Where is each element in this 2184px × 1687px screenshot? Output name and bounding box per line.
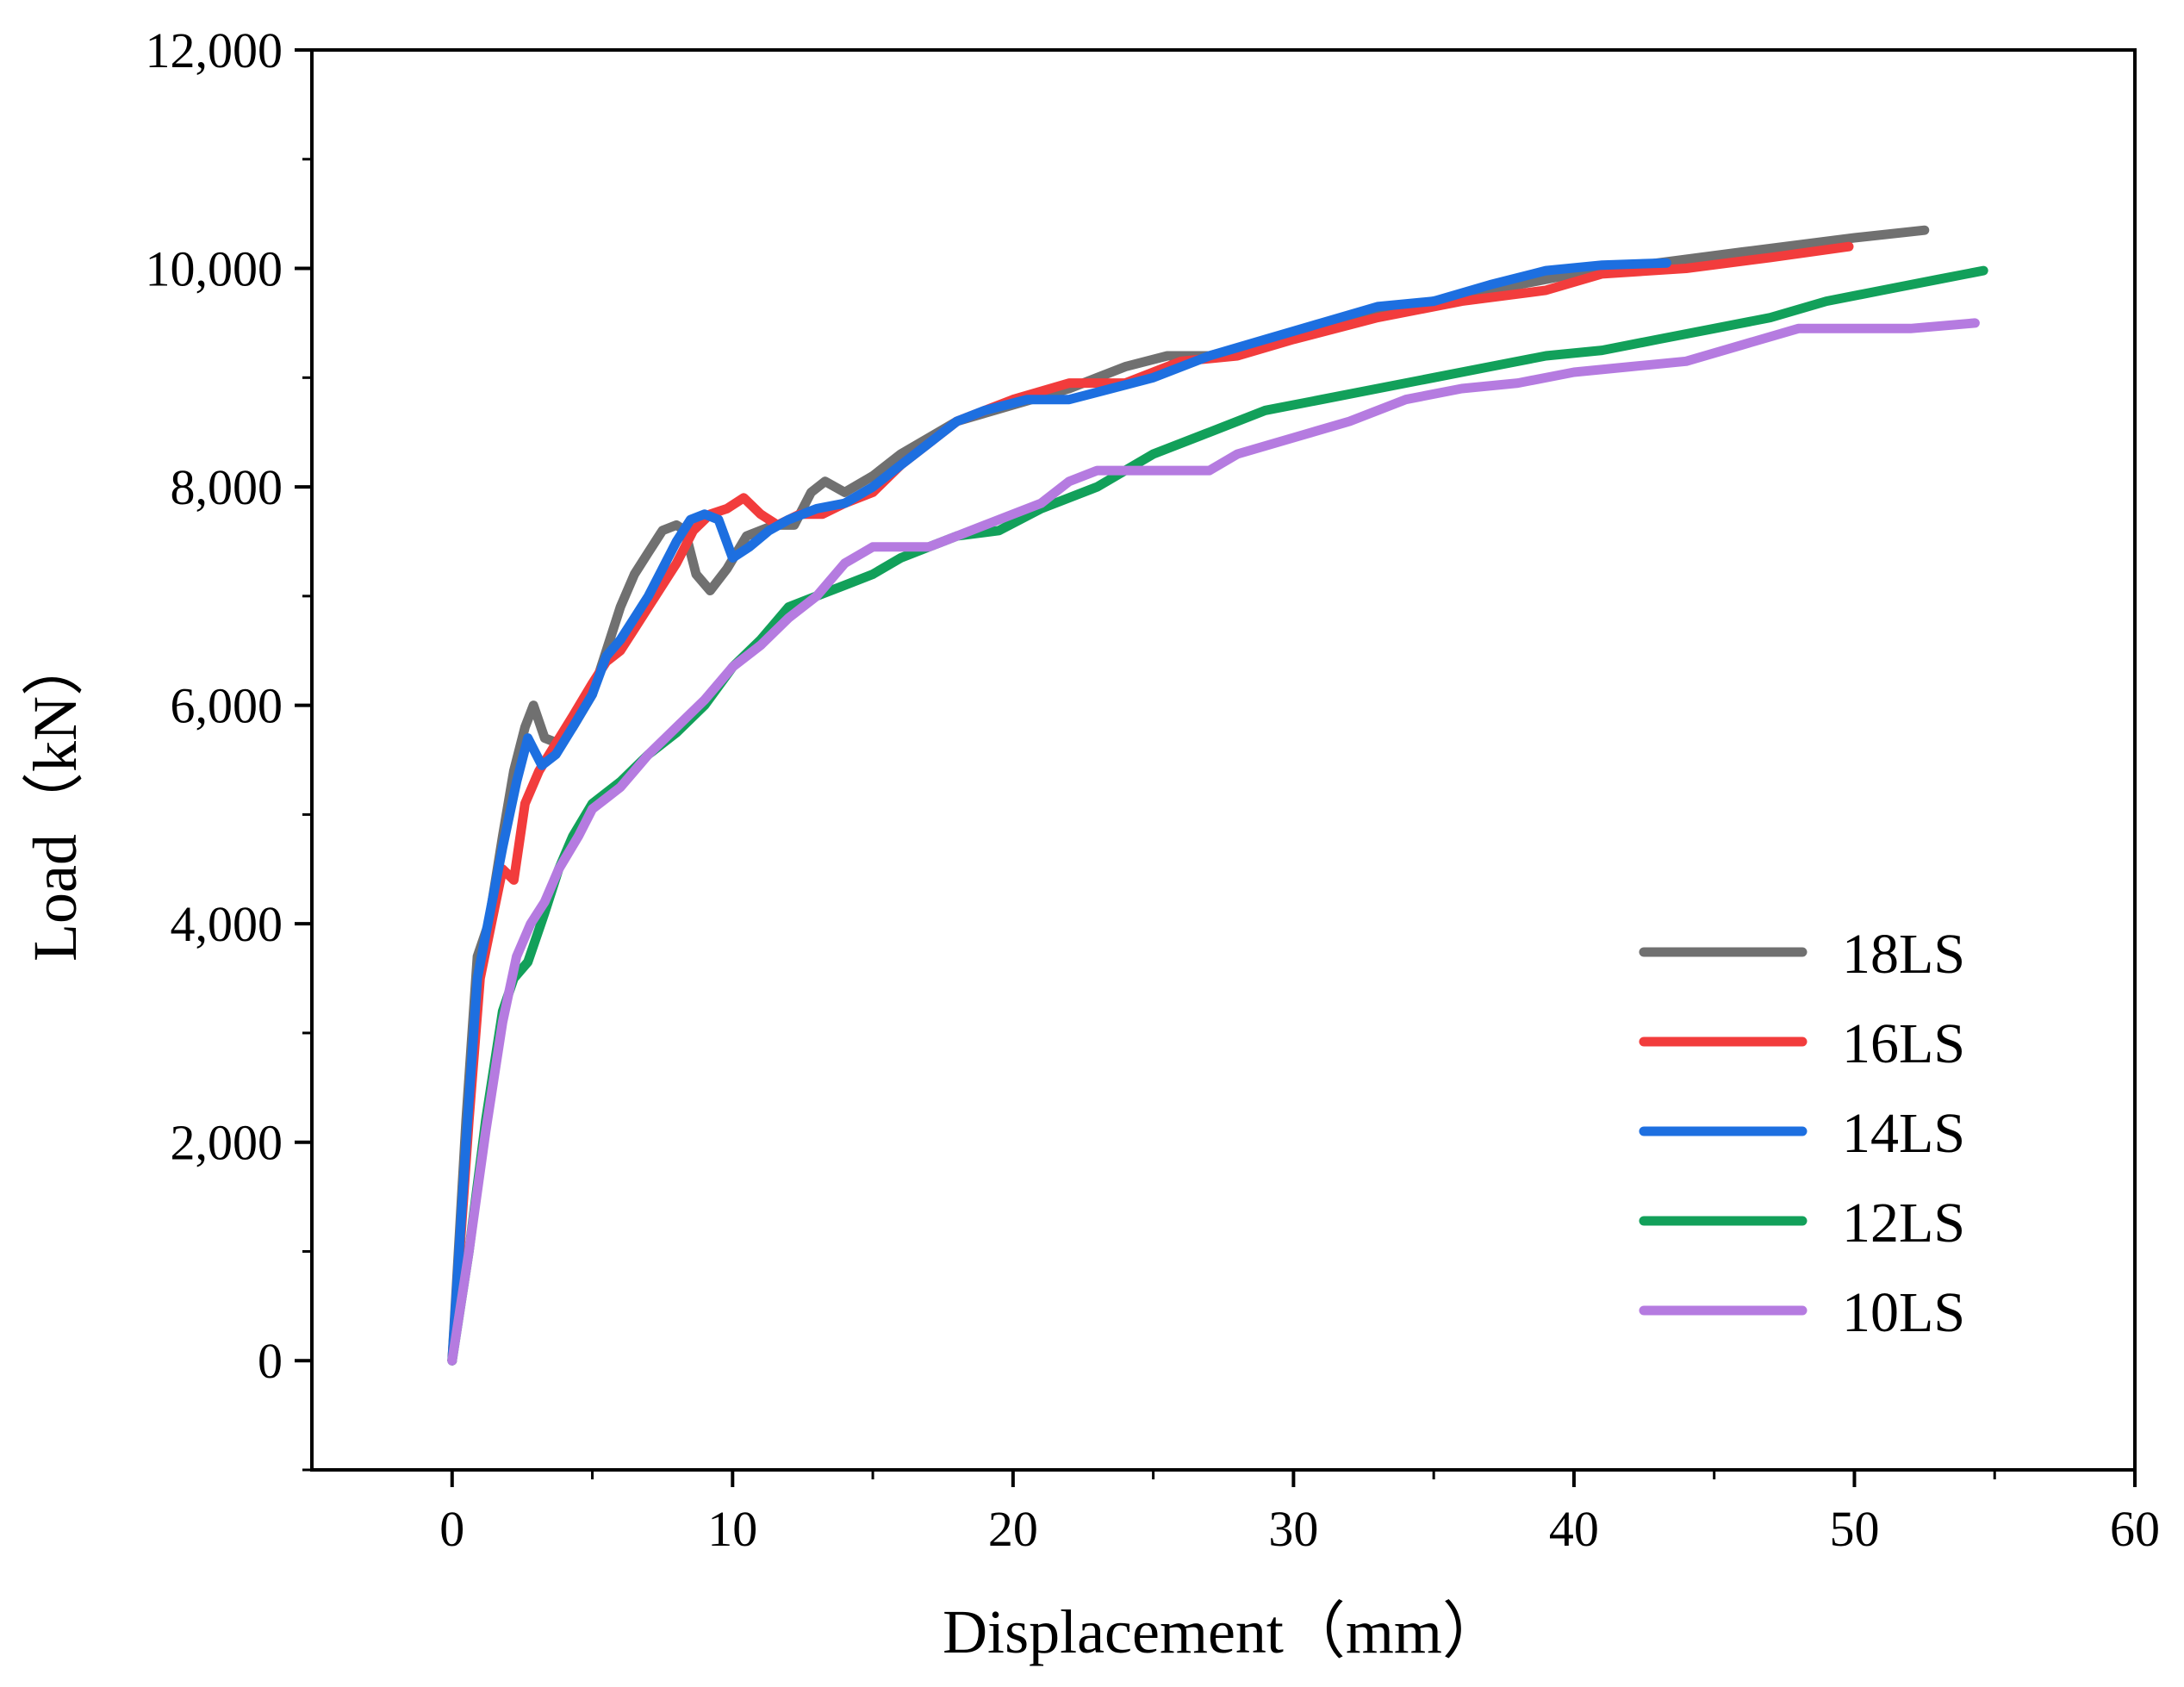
plot-frame [310,48,2137,1472]
y-tick-label: 2,000 [171,1115,283,1171]
series-line-16ls [447,241,1854,1366]
x-tick-label: 10 [707,1501,757,1557]
series-line-14ls [447,258,1671,1366]
y-tick-label: 0 [258,1333,283,1389]
ticks-layer: 0 10 20 30 40 50 60 0 2,000 4,000 6,000 8,000 10,000… [146,22,2161,1557]
x-tick-label: 50 [1829,1501,1879,1557]
x-axis-title: Displacement（mm） [943,1597,1504,1666]
plot-frame-layer [310,48,2137,1472]
series-line-10ls [447,318,1980,1366]
y-tick-label: 12,000 [146,22,283,78]
legend-label-10ls: 10LS [1842,1281,1965,1344]
y-tick-label: 6,000 [171,678,283,734]
x-tick-label: 0 [439,1501,464,1557]
y-tick-label: 4,000 [171,896,283,952]
series-line-12ls [447,265,1988,1366]
legend-label-12ls: 12LS [1842,1192,1965,1254]
series-layer [447,225,1988,1366]
y-tick-label: 8,000 [171,459,283,515]
y-tick-label: 10,000 [146,241,283,297]
legend-label-16ls: 16LS [1842,1012,1965,1075]
series-line-18ls [447,225,1930,1366]
legend-label-14ls: 14LS [1842,1102,1965,1165]
x-tick-label: 40 [1549,1501,1599,1557]
legend-label-18ls: 18LS [1842,923,1965,986]
legend: 18LS 16LS 14LS 12LS 10LS [1639,923,1965,1344]
x-tick-label: 20 [988,1501,1038,1557]
x-tick-label: 60 [2110,1501,2160,1557]
y-axis-title: Load（kN） [21,634,90,962]
x-tick-label: 30 [1268,1501,1318,1557]
